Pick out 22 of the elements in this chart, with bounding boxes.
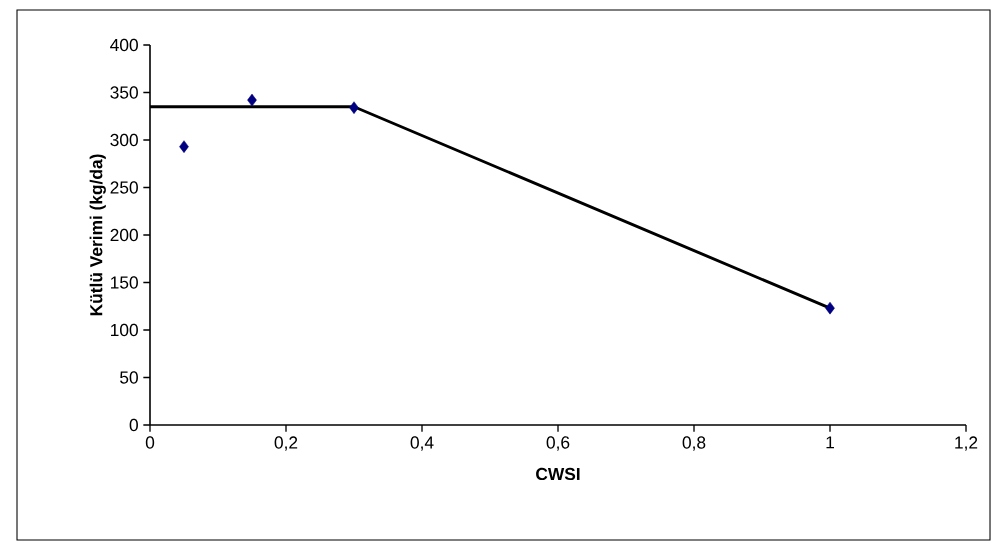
y-tick-label: 300 [110,133,138,147]
point [247,93,257,107]
x-tick-label: 0,6 [546,436,570,451]
x-tick-label: 0 [145,436,155,449]
x-tick-label: 1,2 [955,436,978,451]
y-tick-label: 150 [111,276,138,289]
point [825,301,835,315]
y-tick-label: 50 [120,371,138,384]
y-tick-label: 350 [110,86,138,99]
y-tick-label: 200 [110,228,138,242]
y-tick-label: 100 [111,323,138,337]
point [179,140,189,153]
y-tick-label: 0 [129,418,138,432]
x-tick-label: 0,4 [410,436,434,451]
x-tick-label: 1 [826,436,834,449]
point [349,101,359,114]
y-axis-title: Kütlü Verimi (kg/da) [89,154,106,316]
y-tick-label: 400 [110,38,138,52]
y-tick-label: 250 [110,181,138,194]
x-tick-label: 0,2 [274,436,298,451]
x-tick-label: 0,8 [682,436,706,451]
x-axis-title: CWSI [536,467,580,481]
